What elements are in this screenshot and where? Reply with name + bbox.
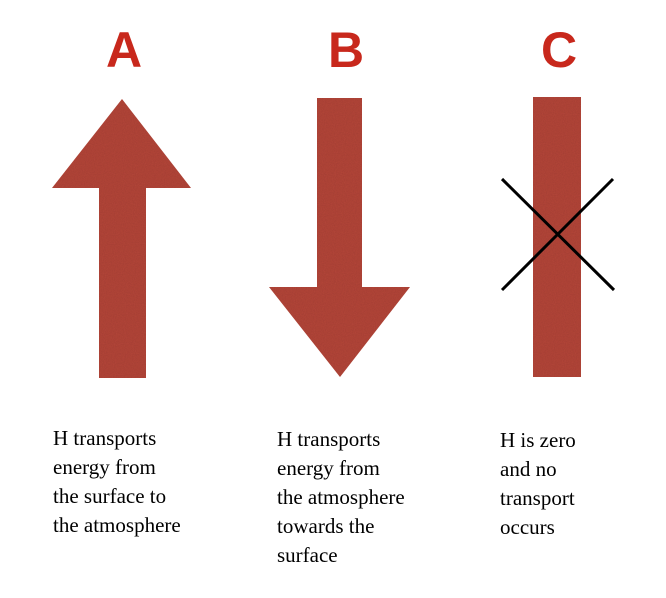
caption-c-line: transport xyxy=(500,486,575,510)
caption-a-line: the atmosphere xyxy=(53,513,181,537)
caption-c-line: H is zero xyxy=(500,428,576,452)
caption-b-line: surface xyxy=(277,543,338,567)
caption-a-line: the surface to xyxy=(53,484,167,508)
caption-b-line: H transports xyxy=(277,427,381,451)
up-arrow-icon xyxy=(52,99,191,378)
caption-b-line: towards the xyxy=(277,514,375,538)
caption-a: H transports energy from the surface to … xyxy=(53,424,181,540)
caption-a-line: H transports xyxy=(53,426,157,450)
cross-mark-icon xyxy=(500,177,616,292)
caption-c-line: occurs xyxy=(500,515,555,539)
caption-b: H transports energy from the atmosphere … xyxy=(277,425,405,570)
panel-a-label: A xyxy=(105,22,143,78)
caption-c: H is zero and no transport occurs xyxy=(500,426,576,542)
caption-b-line: the atmosphere xyxy=(277,485,405,509)
caption-c-line: and no xyxy=(500,457,557,481)
panel-c-label: C xyxy=(540,22,578,78)
down-arrow-icon xyxy=(269,98,410,377)
caption-a-line: energy from xyxy=(53,455,156,479)
panel-b-label: B xyxy=(327,22,365,78)
caption-b-line: energy from xyxy=(277,456,380,480)
